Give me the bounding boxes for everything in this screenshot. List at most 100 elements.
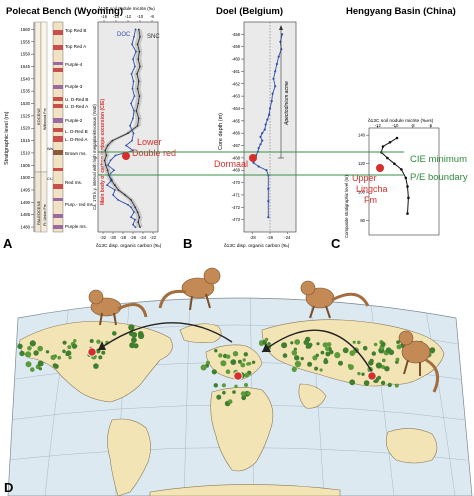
forest-tree	[357, 371, 361, 376]
lith-red-bed	[53, 168, 63, 171]
doel-data-point	[267, 216, 270, 219]
forest-tree	[380, 380, 386, 386]
migration-arrow-europe-to-north-america	[97, 322, 233, 351]
forest-tree	[234, 384, 238, 388]
polecat-unit-label: Purp.- red ms.	[65, 202, 94, 207]
forest-tree	[73, 339, 77, 343]
forest-tree	[244, 372, 250, 378]
hengyang-data-point	[407, 196, 410, 200]
snc-data-point	[139, 65, 141, 68]
double-red-label: Double red	[132, 148, 176, 158]
doel-y-tick-label: -472	[232, 205, 241, 210]
primate-head	[398, 330, 414, 346]
forest-tree	[230, 359, 237, 365]
polecat-unit-label: L. D-Red B	[65, 129, 88, 134]
doel-data-point	[259, 135, 262, 138]
lith-purple-bed	[53, 85, 63, 89]
panel-b: Doel (Belgium) B -458 -459 -460 -461 -462 -46…	[183, 6, 297, 251]
forest-tree	[62, 349, 66, 354]
forest-tree	[133, 343, 139, 349]
doel-data-point	[257, 146, 260, 150]
wa0-label: Wa-0	[47, 147, 56, 151]
lith-purple-bed	[53, 214, 63, 218]
forest-tree	[380, 341, 386, 347]
ft-union-bar	[40, 171, 48, 233]
forest-tree	[305, 344, 310, 349]
primate-limbs	[99, 312, 117, 326]
forest-tree	[232, 351, 239, 357]
forest-tree	[352, 340, 356, 344]
hengyang-y-tick-label: 80	[360, 218, 365, 223]
lith-red-bed	[53, 136, 63, 142]
forest-tree	[290, 341, 294, 345]
doel-y-tick-label: -470	[232, 180, 241, 185]
forest-tree	[131, 337, 137, 343]
polecat-unit-label: Purple-3	[65, 84, 83, 89]
doel-y-tick-label: -464	[232, 106, 241, 111]
forest-tree	[293, 347, 297, 351]
hengyang-top-tick-label: -6	[428, 123, 432, 128]
doel-y-tick-label: -463	[232, 94, 241, 99]
migration-arrowhead	[262, 343, 271, 352]
panel-a: Polecat Bench (Wyoming) A 15601555155015…	[3, 6, 176, 251]
south-america-landmass	[107, 418, 151, 496]
polecat-y-tick-label: 1520	[20, 126, 30, 131]
forest-tree	[246, 391, 251, 396]
wa0-duration-label: Ca. 170 k.y. interval with high megaplan…	[92, 104, 97, 210]
snc-envelope	[101, 29, 143, 228]
snc-data-point	[127, 132, 129, 134]
forest-tree	[38, 367, 43, 371]
ft-union-label: Ft. Union Fm	[43, 204, 47, 226]
forest-tree	[25, 361, 32, 368]
doel-data-point	[270, 100, 273, 103]
doc-data-point	[133, 110, 135, 112]
forest-tree	[387, 382, 392, 388]
doc-data-point	[132, 223, 134, 226]
doel-series-line	[252, 34, 283, 218]
doel-data-point	[267, 187, 270, 190]
forest-tree	[394, 383, 399, 388]
forest-tree	[320, 350, 325, 355]
forest-tree	[53, 363, 59, 369]
doel-y-tick-label: -473	[232, 217, 241, 222]
panel-b-letter: B	[183, 236, 192, 251]
forest-tree	[349, 379, 356, 386]
doel-y-ticks: -458 -459 -460 -461 -462 -463 -464 -465 -466 -467…	[232, 32, 244, 222]
hengyang-top-tick-label: -8	[411, 123, 415, 128]
polecat-y-tick-label: 1530	[20, 101, 30, 106]
doc-data-point	[134, 226, 137, 229]
doc-data-point	[135, 50, 137, 53]
forest-tree	[314, 366, 319, 371]
forest-tree	[259, 340, 263, 344]
doc-data-point	[107, 164, 109, 167]
forest-tree	[216, 394, 222, 400]
forest-tree	[396, 340, 400, 344]
snc-data-point	[105, 164, 107, 167]
primate-figure	[158, 267, 221, 311]
lith-red-bed	[53, 97, 63, 101]
doel-title: Doel (Belgium)	[216, 6, 283, 17]
hengyang-y-tick-label: 120	[358, 161, 366, 166]
polecat-bottom-ticks: -32 -30 -28 -26 -24 -22	[100, 232, 157, 240]
primate-head	[203, 267, 221, 285]
polecat-y-tick-label: 1560	[20, 27, 30, 32]
polecat-unit-label: Brown ms.	[65, 151, 87, 156]
lithologic-column	[52, 21, 64, 233]
lith-purple-bed	[53, 198, 63, 201]
hengyang-top-ticks: -12 -10 -8 -6	[375, 123, 433, 128]
forest-tree	[396, 344, 402, 350]
doc-data-point	[109, 159, 112, 162]
snc-data-point	[138, 216, 141, 218]
forest-tree	[89, 339, 94, 343]
doel-data-point	[272, 77, 275, 80]
antarctica-landmass	[149, 484, 341, 496]
doel-data-point	[268, 107, 272, 110]
forest-tree	[62, 340, 67, 345]
snc-data-point	[135, 110, 138, 112]
migration-arrow-asia-to-europe	[261, 329, 373, 373]
upper-label: Upper	[352, 173, 377, 183]
snc-data-point	[139, 36, 141, 38]
snc-data-point	[136, 43, 139, 45]
forest-tree	[429, 347, 436, 353]
snc-data-point	[138, 80, 140, 83]
